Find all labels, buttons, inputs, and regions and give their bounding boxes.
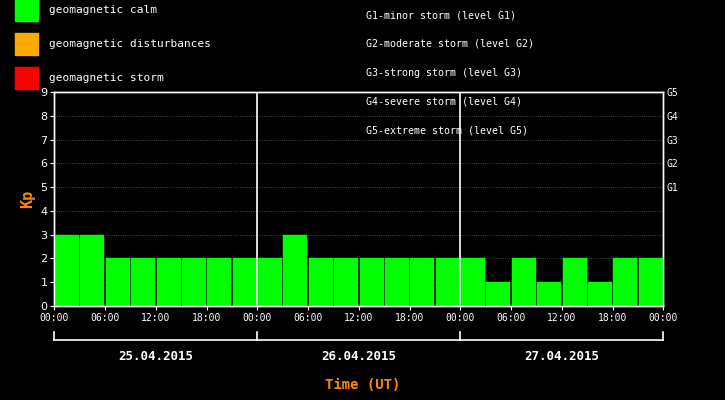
Bar	[486, 282, 510, 306]
Bar	[563, 258, 587, 306]
Text: G1-minor storm (level G1): G1-minor storm (level G1)	[366, 10, 516, 20]
Bar	[461, 258, 485, 306]
Bar	[512, 258, 536, 306]
Bar	[55, 235, 79, 306]
Text: 26.04.2015: 26.04.2015	[321, 350, 397, 363]
Text: geomagnetic storm: geomagnetic storm	[49, 73, 163, 83]
Bar	[410, 258, 434, 306]
Text: geomagnetic calm: geomagnetic calm	[49, 5, 157, 15]
Text: Time (UT): Time (UT)	[325, 378, 400, 392]
Text: geomagnetic disturbances: geomagnetic disturbances	[49, 39, 210, 49]
Text: G5-extreme storm (level G5): G5-extreme storm (level G5)	[366, 125, 528, 135]
Text: G3-strong storm (level G3): G3-strong storm (level G3)	[366, 68, 522, 78]
Bar	[131, 258, 155, 306]
Bar	[157, 258, 181, 306]
Bar	[258, 258, 282, 306]
Bar	[360, 258, 384, 306]
Text: G2-moderate storm (level G2): G2-moderate storm (level G2)	[366, 39, 534, 49]
Bar	[436, 258, 460, 306]
Bar	[588, 282, 612, 306]
Text: G4-severe storm (level G4): G4-severe storm (level G4)	[366, 96, 522, 106]
Text: 27.04.2015: 27.04.2015	[524, 350, 600, 363]
Text: 25.04.2015: 25.04.2015	[118, 350, 194, 363]
Bar	[182, 258, 206, 306]
Bar	[207, 258, 231, 306]
Bar	[537, 282, 561, 306]
Bar	[385, 258, 409, 306]
Bar	[233, 258, 257, 306]
Bar	[106, 258, 130, 306]
Bar	[334, 258, 358, 306]
Bar	[283, 235, 307, 306]
Y-axis label: Kp: Kp	[20, 190, 35, 208]
Bar	[80, 235, 104, 306]
Bar	[639, 258, 663, 306]
Bar	[613, 258, 637, 306]
Bar	[309, 258, 333, 306]
